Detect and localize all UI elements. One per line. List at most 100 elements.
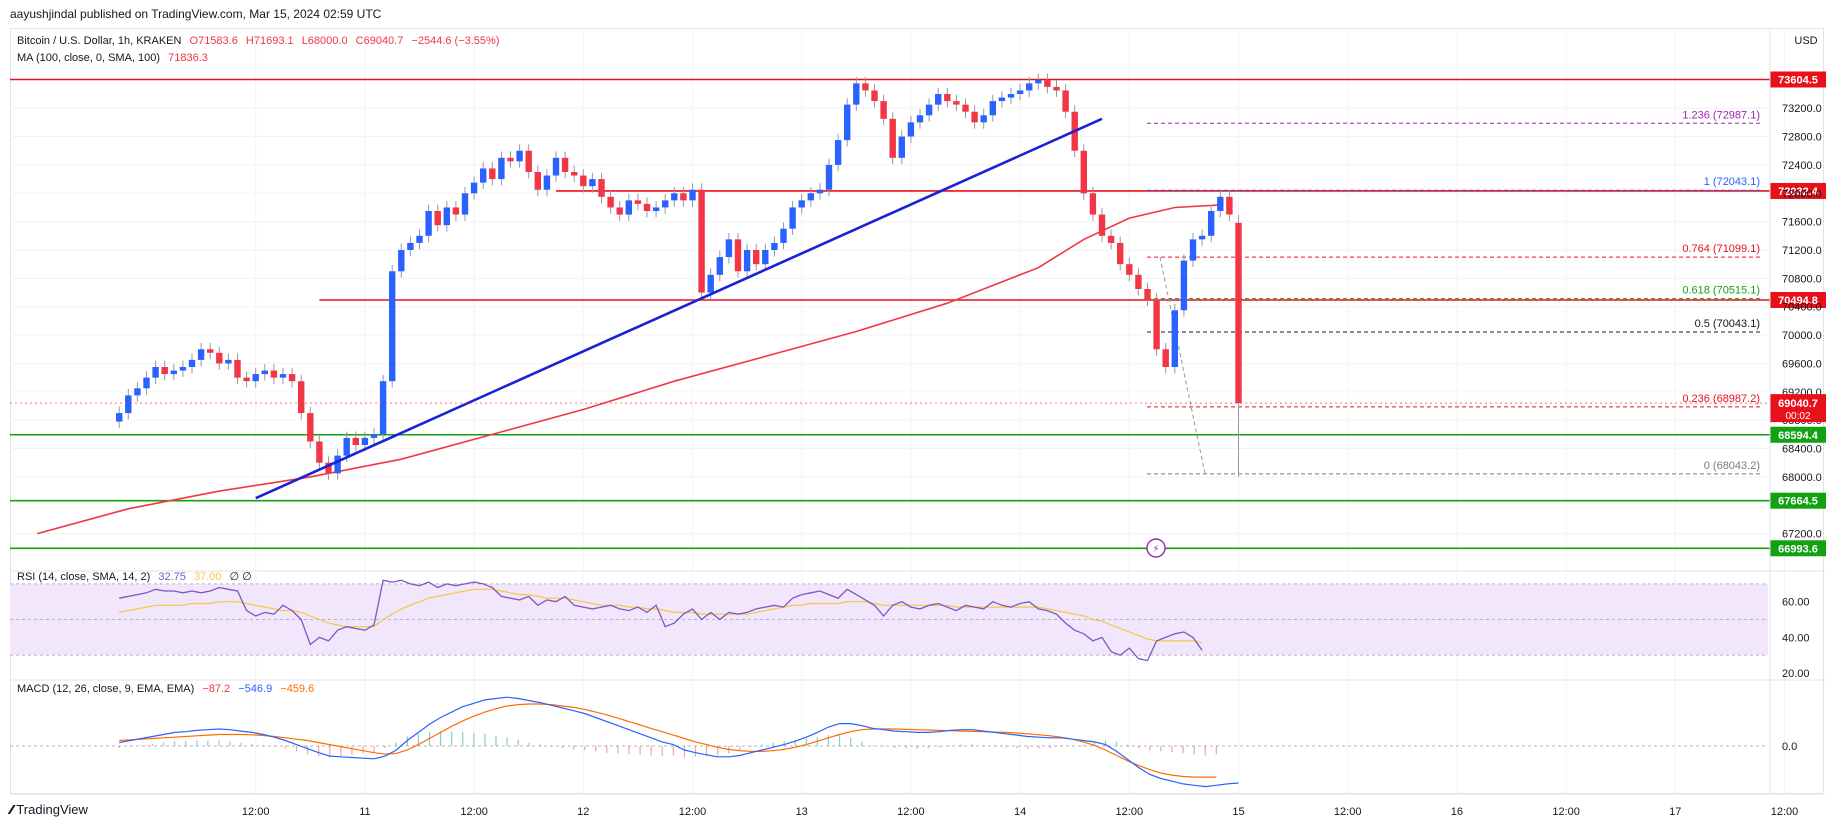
time-tick-label: 12:00 bbox=[242, 806, 270, 818]
candle-body bbox=[616, 207, 623, 215]
macd-histogram-bar bbox=[1149, 745, 1151, 751]
macd-histogram-bar bbox=[572, 745, 575, 750]
candle-body bbox=[825, 164, 833, 190]
price-tick-label: 71200.0 bbox=[1782, 245, 1822, 257]
candle-body bbox=[1062, 90, 1069, 112]
macd-histogram-bar bbox=[805, 738, 807, 746]
candle-body bbox=[935, 94, 942, 105]
candle-body bbox=[234, 359, 241, 378]
macd-histogram-bar bbox=[185, 741, 187, 746]
time-tick-label: 13 bbox=[796, 806, 808, 818]
candle-body bbox=[980, 115, 987, 123]
legend-close: C69040.7 bbox=[355, 35, 404, 47]
fib-level-label: 0.764 (71099.1) bbox=[1682, 243, 1760, 255]
time-tick-label: 12:00 bbox=[897, 806, 925, 818]
rsi-ma-line bbox=[119, 588, 1203, 644]
candle-body bbox=[1235, 222, 1242, 404]
candle-body bbox=[689, 189, 696, 201]
macd-histogram-bar bbox=[284, 745, 287, 749]
candle-body bbox=[1217, 196, 1224, 211]
rsi-legend-name: RSI (14, close, SMA, 14, 2) bbox=[17, 571, 151, 583]
macd-histogram-bar bbox=[1160, 745, 1162, 752]
candle-body bbox=[143, 377, 150, 389]
level-price-label: 66993.6 bbox=[1778, 543, 1818, 555]
ma-legend-value: 71836.3 bbox=[168, 52, 208, 64]
candle-body bbox=[288, 374, 296, 382]
time-tick-label: 12:00 bbox=[679, 806, 707, 818]
price-tick-label: 72000.0 bbox=[1782, 188, 1822, 200]
macd-line bbox=[119, 696, 1239, 788]
candle-body bbox=[1098, 214, 1106, 236]
macd-histogram-bar bbox=[473, 733, 475, 746]
level-price-tag bbox=[1770, 182, 1826, 199]
candle-body bbox=[561, 157, 569, 172]
candle-body bbox=[134, 388, 141, 396]
legend-open: O71583.6 bbox=[189, 35, 238, 47]
candle-body bbox=[925, 104, 933, 116]
rsi-legend-value: 32.75 bbox=[158, 571, 186, 583]
time-tick-label: 12 bbox=[577, 806, 589, 818]
fib-level-label: 0.618 (70515.1) bbox=[1682, 285, 1760, 297]
candle-body bbox=[1208, 211, 1215, 236]
macd-histogram-bar bbox=[661, 745, 663, 757]
candle-body bbox=[862, 83, 869, 91]
candle-body bbox=[989, 101, 996, 116]
candle-body bbox=[916, 115, 924, 123]
macd-histogram-bar bbox=[151, 743, 154, 746]
macd-histogram-bar bbox=[584, 745, 586, 751]
candle-body bbox=[1144, 289, 1151, 300]
candle-body bbox=[1171, 310, 1178, 367]
candle-body bbox=[498, 157, 505, 180]
time-tick-label: 12:00 bbox=[1771, 806, 1799, 818]
candle-body bbox=[1053, 86, 1060, 91]
candle-body bbox=[298, 381, 305, 414]
macd-histogram-bar bbox=[351, 745, 353, 755]
candle-body bbox=[1117, 242, 1124, 265]
symbol-legend: Bitcoin / U.S. Dollar, 1h, KRAKEN O71583… bbox=[17, 35, 505, 47]
current-price-label: 69040.7 bbox=[1778, 398, 1818, 410]
candle-body bbox=[853, 83, 860, 105]
macd-histogram-bar bbox=[1071, 745, 1073, 747]
macd-histogram-bar bbox=[1027, 745, 1029, 749]
macd-histogram-bar bbox=[196, 740, 198, 746]
candle-body bbox=[680, 193, 687, 201]
candle-body bbox=[1089, 193, 1097, 215]
macd-histogram-bar bbox=[850, 737, 852, 746]
macd-histogram-bar bbox=[207, 740, 209, 746]
level-price-label: 70494.8 bbox=[1778, 295, 1818, 307]
candle-body bbox=[707, 274, 714, 293]
macd-histogram-bar bbox=[229, 741, 231, 746]
macd-histogram-bar bbox=[462, 731, 464, 746]
tradingview-brand[interactable]: ⁄∕ TradingView bbox=[10, 802, 88, 817]
macd-histogram-bar bbox=[883, 745, 885, 747]
candle-body bbox=[416, 235, 423, 243]
macd-histogram-bar bbox=[550, 745, 553, 747]
candle-body bbox=[434, 211, 441, 226]
price-tick-label: 71600.0 bbox=[1782, 217, 1822, 229]
macd-histogram-bar bbox=[838, 735, 841, 746]
rsi-legend-value2: 37.00 bbox=[193, 571, 222, 583]
level-price-label: 68594.4 bbox=[1778, 430, 1819, 442]
lightning-icon: ⚡ bbox=[1152, 544, 1159, 555]
macd-histogram-bar bbox=[251, 743, 253, 746]
candle-body bbox=[307, 413, 314, 442]
candle-body bbox=[643, 203, 651, 211]
candle-body bbox=[907, 122, 915, 137]
candle-body bbox=[1080, 150, 1087, 194]
projection-line bbox=[1159, 256, 1206, 474]
candle-body bbox=[452, 207, 460, 215]
time-tick-label: 15 bbox=[1232, 806, 1244, 818]
level-price-label: 72032.4 bbox=[1778, 186, 1819, 198]
current-price-tag bbox=[1770, 394, 1826, 423]
candle-body bbox=[252, 374, 259, 382]
macd-histogram-bar bbox=[916, 745, 918, 749]
candle-body bbox=[443, 207, 450, 226]
candle-body bbox=[334, 455, 341, 474]
fib-level-label: 0.236 (68987.2) bbox=[1682, 393, 1760, 405]
candle-body bbox=[516, 150, 523, 162]
macd-legend: MACD (12, 26, close, 9, EMA, EMA) −87.2 … bbox=[17, 683, 319, 695]
macd-histogram-bar bbox=[971, 744, 974, 746]
candle-body bbox=[716, 257, 723, 275]
macd-histogram-bar bbox=[1138, 745, 1140, 748]
